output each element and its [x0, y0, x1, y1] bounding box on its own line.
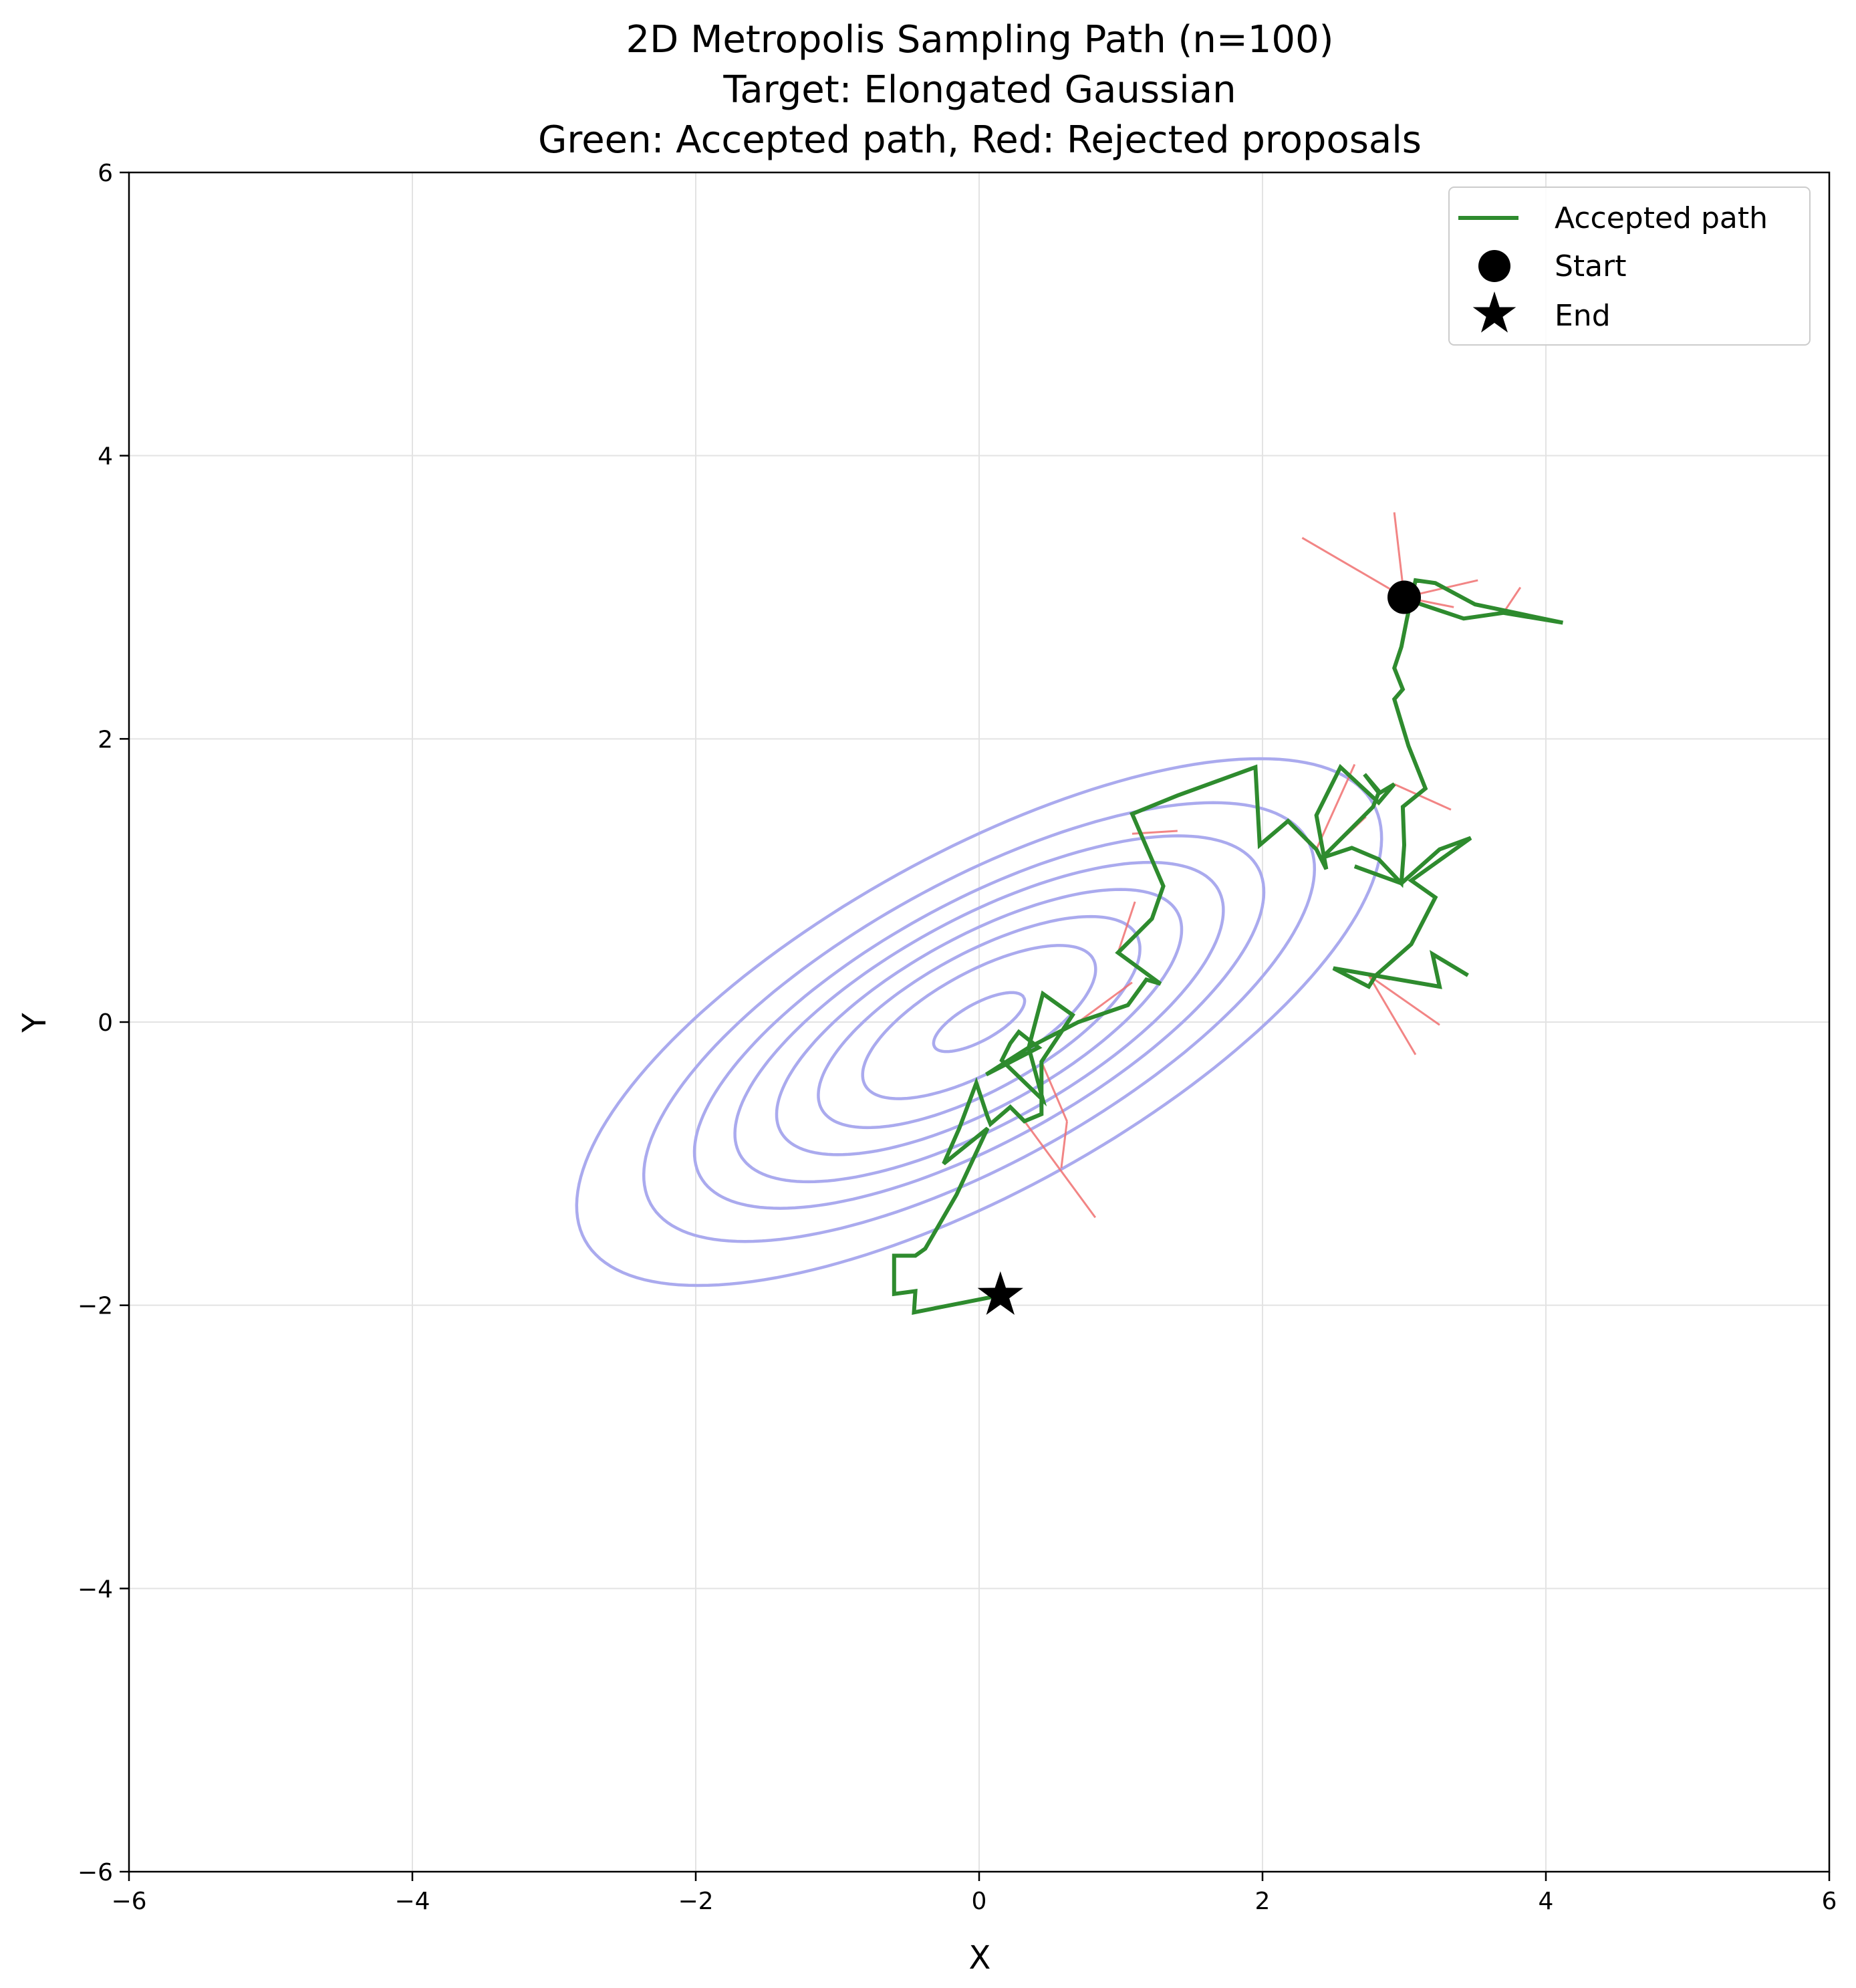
target-contours — [575, 757, 1383, 1287]
chart-title-line-3: Green: Accepted path, Red: Rejected prop… — [538, 118, 1422, 162]
rejected-proposal-14 — [1368, 974, 1440, 1026]
contour-level-6 — [642, 801, 1317, 1243]
legend-end-label: End — [1555, 299, 1611, 333]
x-tick-label: −4 — [394, 1888, 430, 1915]
contour-level-3 — [775, 888, 1184, 1156]
rejected-proposal-13 — [1023, 1120, 1097, 1219]
y-tick-label: 6 — [98, 160, 113, 187]
x-tick-label: 4 — [1539, 1888, 1554, 1915]
contour-level-7 — [575, 757, 1383, 1287]
rejected-proposal-5 — [1394, 783, 1452, 811]
contour-level-2 — [817, 914, 1142, 1130]
x-tick-label: −6 — [111, 1888, 146, 1915]
contour-level-0 — [932, 991, 1027, 1053]
x-tick-label: 2 — [1255, 1888, 1271, 1915]
rejected-proposal-7 — [1315, 763, 1356, 850]
y-tick-label: −4 — [78, 1576, 113, 1603]
y-axis-ticks: −6 −4 −2 0 2 4 6 — [78, 160, 129, 1886]
accepted-path-group — [892, 578, 1564, 1315]
chart-title-line-2: Target: Elongated Gaussian — [722, 68, 1236, 112]
x-tick-label: 6 — [1822, 1888, 1837, 1915]
legend: Accepted path Start End — [1448, 187, 1811, 346]
rejected-proposal-10 — [1077, 981, 1133, 1023]
legend-box — [1448, 187, 1811, 346]
y-tick-label: −6 — [78, 1859, 113, 1886]
y-axis-label: Y — [16, 1013, 53, 1033]
rejected-proposal-12 — [1060, 1121, 1068, 1168]
y-tick-label: 4 — [98, 443, 113, 471]
start-marker — [1387, 580, 1421, 614]
rejected-proposal-0 — [1301, 537, 1405, 598]
x-tick-label: −2 — [678, 1888, 713, 1915]
y-tick-label: 2 — [98, 726, 113, 753]
start-end-markers — [977, 580, 1421, 1315]
rejected-proposal-11 — [1040, 1061, 1068, 1122]
legend-end-marker — [1472, 291, 1516, 333]
accepted-path-line-branch — [1332, 836, 1472, 989]
contour-level-5 — [692, 834, 1266, 1210]
contour-level-1 — [861, 944, 1097, 1100]
chart-title-line-1: 2D Metropolis Sampling Path (n=100) — [626, 18, 1334, 61]
accepted-path-line — [892, 578, 1564, 1315]
x-tick-label: 0 — [972, 1888, 987, 1915]
rejected-proposal-15 — [1367, 975, 1417, 1055]
contour-level-4 — [733, 860, 1225, 1184]
legend-start-label: Start — [1555, 249, 1627, 283]
rejected-proposal-9 — [1117, 901, 1136, 953]
rejected-proposal-4 — [1502, 586, 1522, 614]
y-tick-label: −2 — [78, 1293, 113, 1320]
y-tick-label: 0 — [98, 1009, 113, 1037]
x-axis-label: X — [969, 1939, 991, 1977]
end-marker — [977, 1271, 1023, 1315]
x-axis-ticks: −6 −4 −2 0 2 4 6 — [111, 1872, 1837, 1915]
legend-accepted-label: Accepted path — [1555, 201, 1768, 235]
legend-start-marker — [1478, 250, 1510, 282]
